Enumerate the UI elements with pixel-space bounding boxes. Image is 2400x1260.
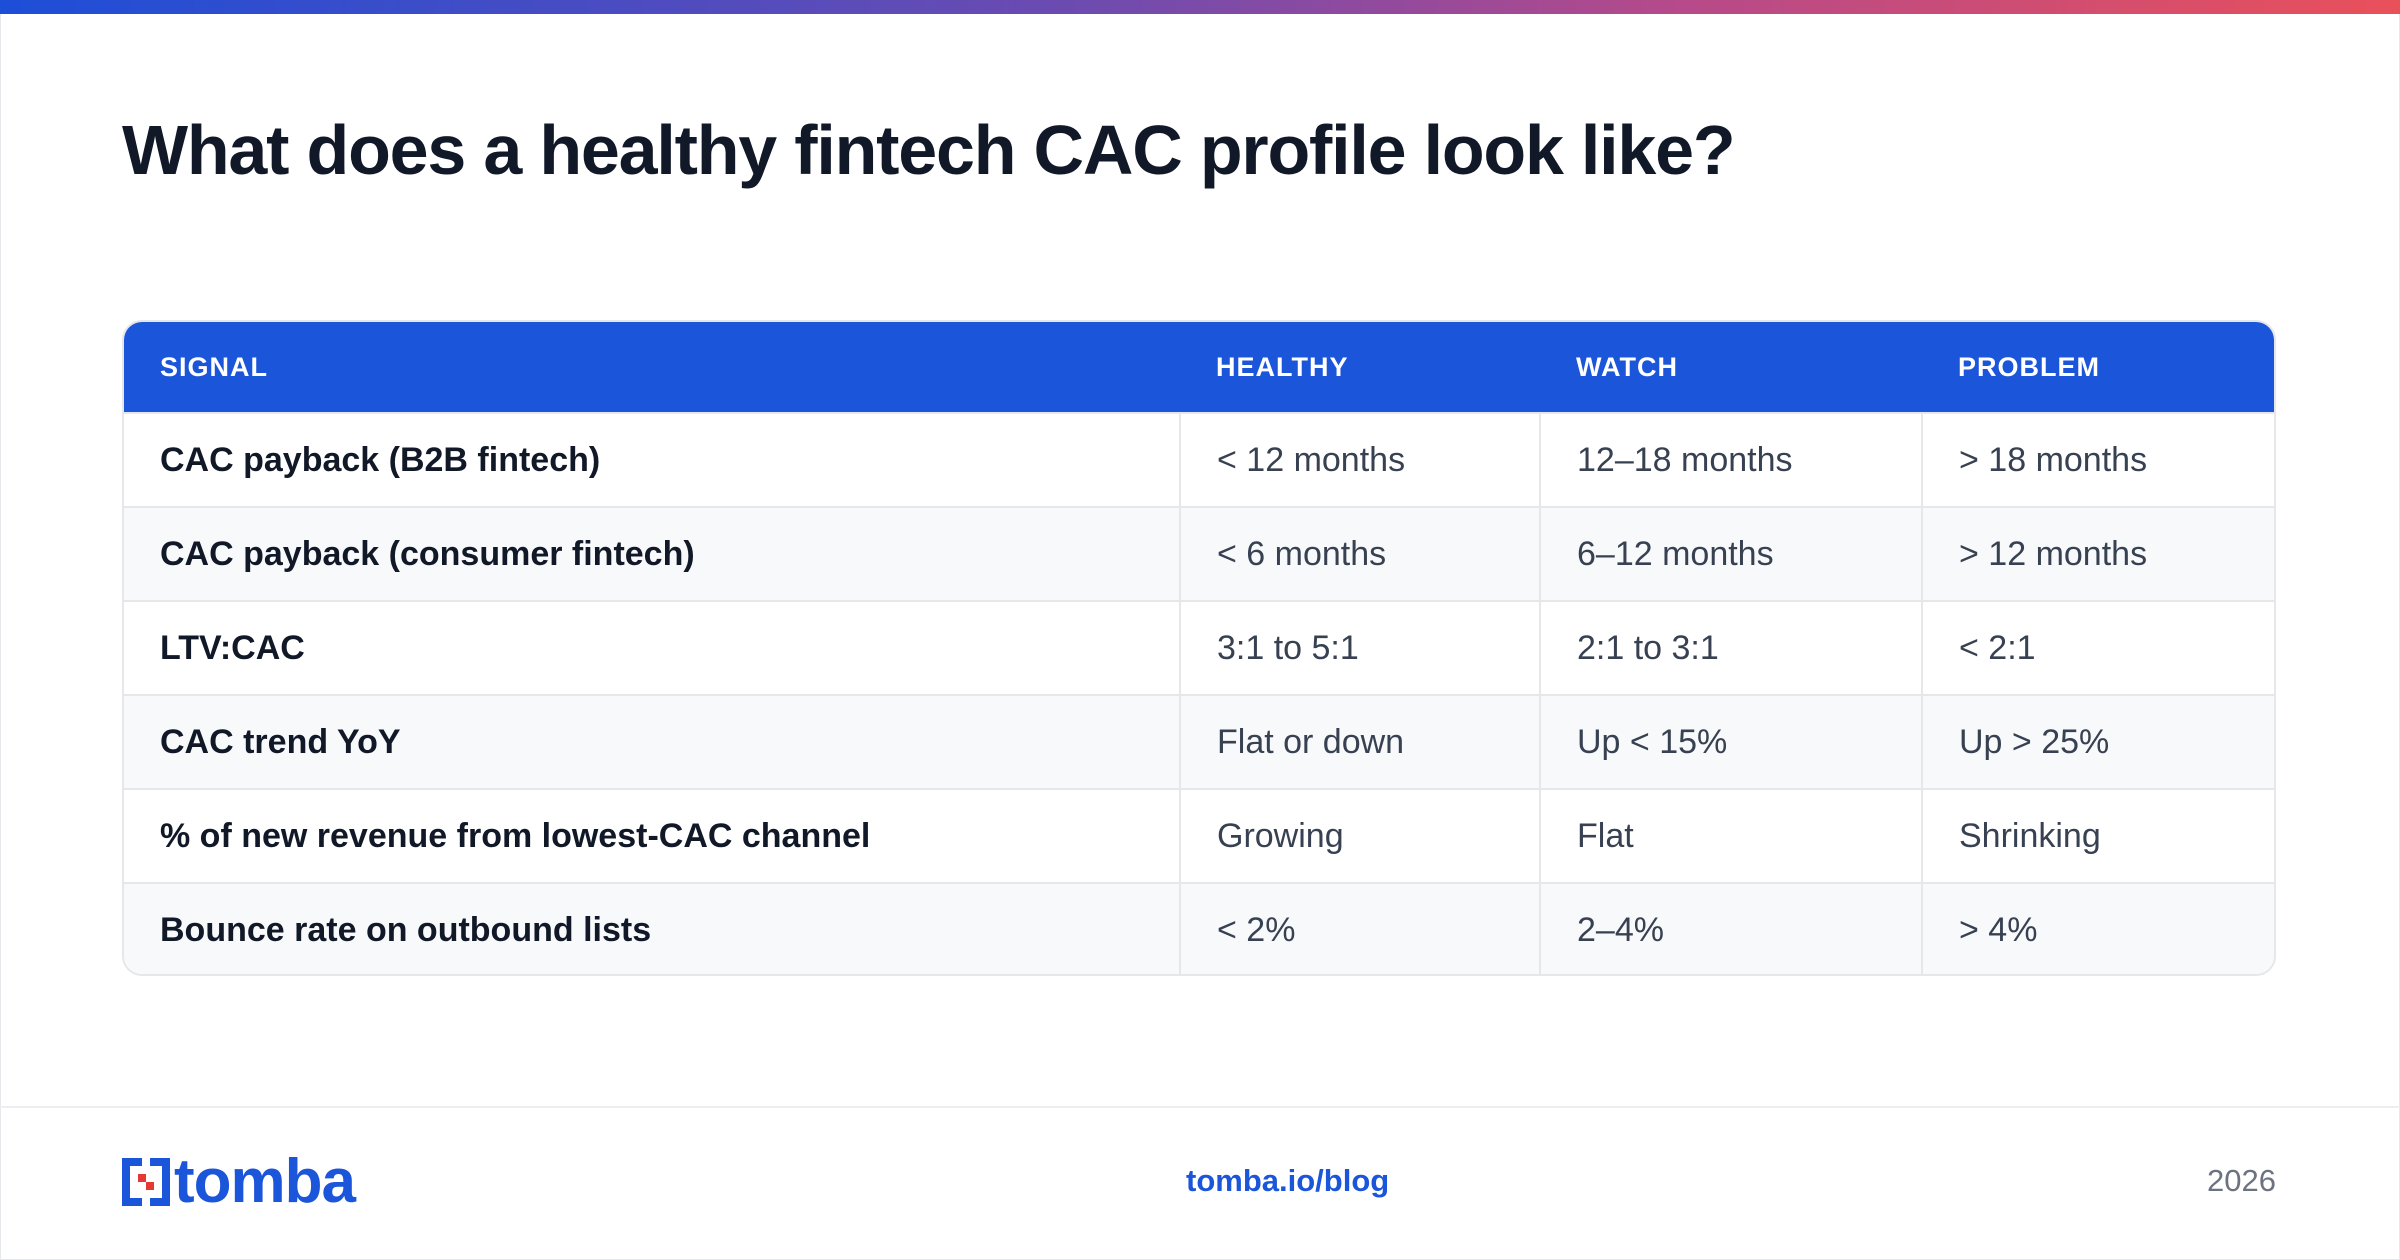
page-title: What does a healthy fintech CAC profile … <box>122 111 1736 189</box>
signal-cell: % of new revenue from lowest-CAC channel <box>124 788 1180 883</box>
signal-cell: LTV:CAC <box>124 600 1180 695</box>
signal-table: SIGNAL HEALTHY WATCH PROBLEM CAC payback… <box>124 322 2274 974</box>
watch-cell: 2:1 to 3:1 <box>1539 600 1922 695</box>
healthy-cell: Flat or down <box>1179 694 1540 789</box>
footer-year: 2026 <box>2207 1163 2276 1198</box>
signal-cell: CAC payback (B2B fintech) <box>124 412 1180 507</box>
header-watch: WATCH <box>1540 322 1922 413</box>
logo-wordmark: tomba <box>174 1147 356 1216</box>
problem-cell: Shrinking <box>1921 788 2274 883</box>
problem-cell: Up > 25% <box>1921 694 2274 789</box>
header-signal: SIGNAL <box>124 322 1180 413</box>
header-healthy: HEALTHY <box>1180 322 1540 413</box>
footer-divider <box>0 1106 2400 1108</box>
header-problem: PROBLEM <box>1922 322 2274 413</box>
healthy-cell: 3:1 to 5:1 <box>1179 600 1540 695</box>
blog-link[interactable]: tomba.io/blog <box>1186 1163 1390 1198</box>
table-row: % of new revenue from lowest-CAC channel… <box>124 788 2274 883</box>
problem-cell: > 18 months <box>1921 412 2274 507</box>
healthy-cell: Growing <box>1179 788 1540 883</box>
table-row: LTV:CAC 3:1 to 5:1 2:1 to 3:1 < 2:1 <box>124 600 2274 695</box>
problem-cell: > 4% <box>1921 882 2274 974</box>
watch-cell: Up < 15% <box>1539 694 1922 789</box>
gradient-top-bar <box>0 0 2400 14</box>
watch-cell: 2–4% <box>1539 882 1922 974</box>
watch-cell: Flat <box>1539 788 1922 883</box>
tomba-logo[interactable]: tomba <box>122 1147 356 1216</box>
healthy-cell: < 6 months <box>1179 506 1540 601</box>
healthy-cell: < 12 months <box>1179 412 1540 507</box>
signal-cell: CAC trend YoY <box>124 694 1180 789</box>
signal-cell: CAC payback (consumer fintech) <box>124 506 1180 601</box>
watch-cell: 6–12 months <box>1539 506 1922 601</box>
table-row: Bounce rate on outbound lists < 2% 2–4% … <box>124 882 2274 974</box>
healthy-cell: < 2% <box>1179 882 1540 974</box>
problem-cell: < 2:1 <box>1921 600 2274 695</box>
table-row: CAC payback (B2B fintech) < 12 months 12… <box>124 412 2274 507</box>
table-header-row: SIGNAL HEALTHY WATCH PROBLEM <box>124 322 2274 413</box>
cac-signal-table: SIGNAL HEALTHY WATCH PROBLEM CAC payback… <box>122 320 2276 976</box>
signal-cell: Bounce rate on outbound lists <box>124 882 1180 974</box>
table-row: CAC payback (consumer fintech) < 6 month… <box>124 506 2274 601</box>
problem-cell: > 12 months <box>1921 506 2274 601</box>
watch-cell: 12–18 months <box>1539 412 1922 507</box>
tomba-logo-icon <box>122 1158 170 1206</box>
table-row: CAC trend YoY Flat or down Up < 15% Up >… <box>124 694 2274 789</box>
